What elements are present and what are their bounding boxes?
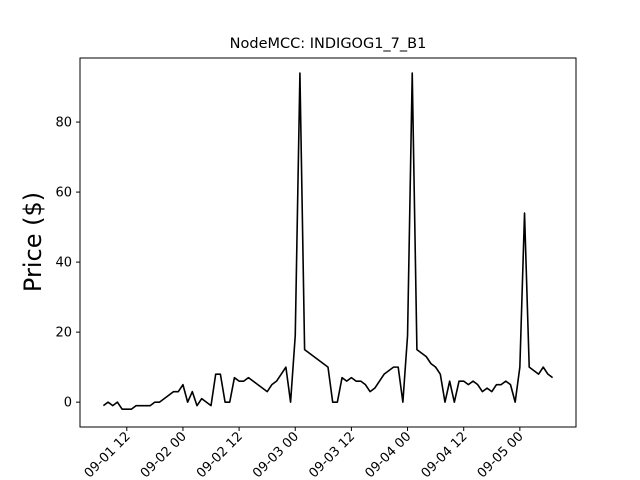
- plot-frame: [79, 57, 577, 428]
- y-axis-label: Price ($): [19, 192, 47, 292]
- y-tick-label: 60: [55, 186, 72, 201]
- y-tick-label: 0: [64, 396, 72, 411]
- series-line: [102, 72, 554, 410]
- y-tick-label: 40: [55, 256, 72, 271]
- y-tick-label: 20: [55, 326, 72, 341]
- chart-title: NodeMCC: INDIGOG1_7_B1: [230, 36, 427, 52]
- y-tick-label: 80: [55, 116, 72, 131]
